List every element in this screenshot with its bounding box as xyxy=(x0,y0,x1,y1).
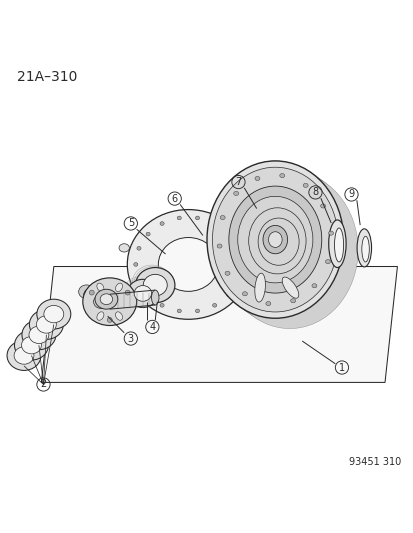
Polygon shape xyxy=(41,266,396,382)
Ellipse shape xyxy=(14,347,34,364)
Ellipse shape xyxy=(127,209,249,319)
Text: 8: 8 xyxy=(312,188,318,197)
Ellipse shape xyxy=(212,222,216,225)
Text: 3: 3 xyxy=(128,334,133,344)
Ellipse shape xyxy=(21,336,41,354)
Ellipse shape xyxy=(237,196,312,283)
Ellipse shape xyxy=(206,161,343,318)
Ellipse shape xyxy=(235,279,239,282)
Ellipse shape xyxy=(290,298,295,303)
Ellipse shape xyxy=(137,279,141,282)
Ellipse shape xyxy=(127,279,158,308)
Ellipse shape xyxy=(248,208,305,274)
Ellipse shape xyxy=(83,278,136,326)
Ellipse shape xyxy=(235,246,239,250)
Ellipse shape xyxy=(115,283,122,292)
Text: 5: 5 xyxy=(127,219,134,229)
Ellipse shape xyxy=(216,244,221,248)
Ellipse shape xyxy=(233,191,238,196)
Ellipse shape xyxy=(97,312,104,320)
Ellipse shape xyxy=(133,263,138,266)
Ellipse shape xyxy=(14,330,48,360)
Ellipse shape xyxy=(268,232,282,247)
Ellipse shape xyxy=(209,163,346,320)
Ellipse shape xyxy=(100,294,112,304)
Ellipse shape xyxy=(177,309,181,313)
Ellipse shape xyxy=(29,326,49,343)
Circle shape xyxy=(89,290,94,295)
Ellipse shape xyxy=(215,167,351,325)
Ellipse shape xyxy=(36,316,56,333)
Ellipse shape xyxy=(328,220,345,268)
Ellipse shape xyxy=(212,303,216,307)
Ellipse shape xyxy=(254,273,265,302)
Ellipse shape xyxy=(302,183,307,188)
Ellipse shape xyxy=(95,289,118,309)
Ellipse shape xyxy=(143,274,167,296)
Ellipse shape xyxy=(146,293,150,297)
Ellipse shape xyxy=(97,283,104,292)
Ellipse shape xyxy=(177,216,181,220)
Ellipse shape xyxy=(159,303,164,307)
Ellipse shape xyxy=(311,284,316,288)
Ellipse shape xyxy=(282,277,298,298)
Ellipse shape xyxy=(134,286,151,301)
Ellipse shape xyxy=(37,299,71,329)
Ellipse shape xyxy=(320,204,325,208)
Ellipse shape xyxy=(158,238,218,292)
Ellipse shape xyxy=(356,229,371,267)
Ellipse shape xyxy=(151,290,159,305)
Ellipse shape xyxy=(22,320,56,350)
Text: 21A–310: 21A–310 xyxy=(17,70,77,84)
Ellipse shape xyxy=(328,231,333,235)
Ellipse shape xyxy=(135,268,174,303)
Ellipse shape xyxy=(262,225,287,254)
Ellipse shape xyxy=(44,305,64,323)
Ellipse shape xyxy=(228,186,321,293)
Ellipse shape xyxy=(265,302,270,305)
Text: 4: 4 xyxy=(149,322,155,332)
Text: 2: 2 xyxy=(40,379,47,390)
Ellipse shape xyxy=(160,222,164,225)
Text: 7: 7 xyxy=(235,177,241,187)
Ellipse shape xyxy=(83,288,99,302)
Ellipse shape xyxy=(119,244,129,252)
Ellipse shape xyxy=(242,292,247,296)
Ellipse shape xyxy=(78,285,94,298)
Ellipse shape xyxy=(93,295,109,309)
Ellipse shape xyxy=(226,232,230,236)
Ellipse shape xyxy=(206,161,343,318)
Ellipse shape xyxy=(212,167,337,312)
Ellipse shape xyxy=(220,215,225,220)
Text: 93451 310: 93451 310 xyxy=(349,457,401,467)
Ellipse shape xyxy=(221,171,357,329)
Circle shape xyxy=(125,290,130,295)
Circle shape xyxy=(107,318,112,322)
Ellipse shape xyxy=(254,176,259,181)
Ellipse shape xyxy=(258,218,298,265)
Ellipse shape xyxy=(226,293,230,297)
Ellipse shape xyxy=(137,246,141,250)
Ellipse shape xyxy=(29,310,63,340)
Ellipse shape xyxy=(325,260,330,264)
Ellipse shape xyxy=(195,216,199,220)
Ellipse shape xyxy=(7,341,41,370)
Text: 9: 9 xyxy=(348,189,354,199)
Text: 6: 6 xyxy=(171,193,177,204)
Ellipse shape xyxy=(238,263,242,266)
Ellipse shape xyxy=(361,236,368,262)
Ellipse shape xyxy=(212,165,349,322)
Ellipse shape xyxy=(279,174,284,177)
Ellipse shape xyxy=(115,312,122,320)
Ellipse shape xyxy=(146,232,150,236)
Ellipse shape xyxy=(334,228,343,262)
Text: 1: 1 xyxy=(338,362,344,373)
Ellipse shape xyxy=(218,169,354,327)
Ellipse shape xyxy=(195,309,199,313)
Ellipse shape xyxy=(225,271,230,276)
Ellipse shape xyxy=(88,292,104,305)
